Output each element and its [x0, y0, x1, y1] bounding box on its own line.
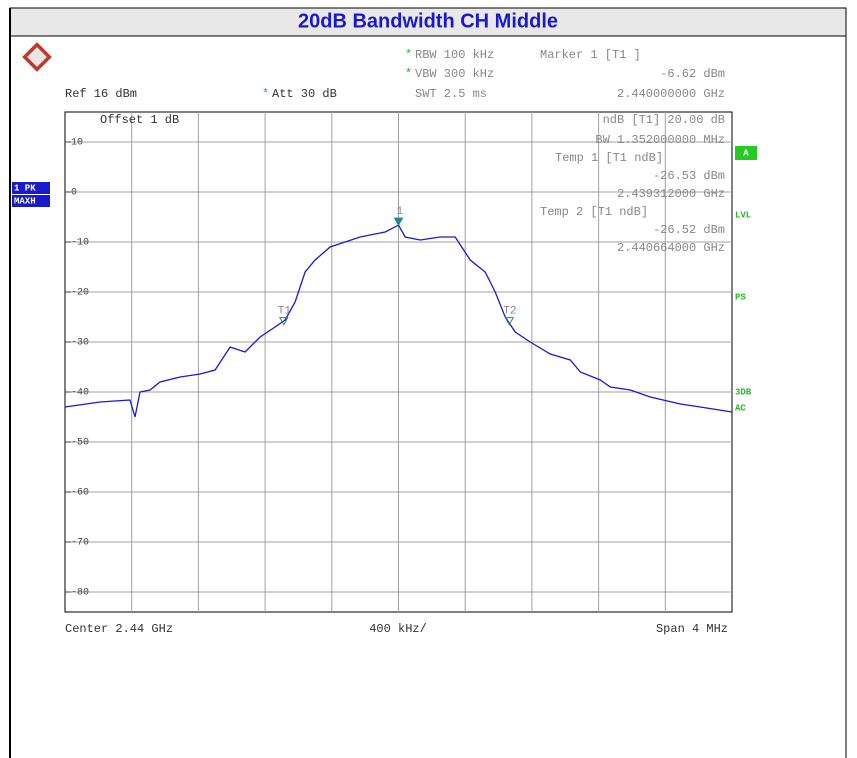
- annotation: Marker 1 [T1 ]: [540, 48, 641, 62]
- side-box: [12, 195, 50, 207]
- y-tick-label: -10: [71, 238, 89, 249]
- annotation: Ref 16 dBm: [65, 87, 137, 101]
- annotation: VBW 300 kHz: [415, 67, 494, 81]
- side-label: PS: [735, 292, 746, 302]
- chart-title: 20dB Bandwidth CH Middle: [298, 10, 558, 32]
- y-tick-label: -80: [71, 588, 89, 599]
- side-label: LVL: [735, 210, 751, 220]
- side-box: [735, 146, 757, 160]
- side-label: 1 PK: [14, 183, 36, 193]
- y-tick-label: 0: [71, 188, 77, 199]
- side-label: 3DB: [735, 387, 752, 397]
- annotation: RBW 100 kHz: [415, 48, 494, 62]
- annotation: -26.52 dBm: [653, 223, 725, 237]
- annotation: Temp 1 [T1 ndB]: [555, 151, 663, 165]
- annotation: *: [405, 48, 412, 62]
- marker-label: T2: [503, 306, 516, 318]
- y-tick-label: -30: [71, 338, 89, 349]
- y-tick-label: -70: [71, 538, 89, 549]
- marker: [504, 317, 515, 326]
- side-label: A: [743, 148, 749, 158]
- annotation: -6.62 dBm: [660, 67, 725, 81]
- y-tick-label: 10: [71, 138, 83, 149]
- annotation: SWT 2.5 ms: [415, 87, 487, 101]
- y-tick-label: -20: [71, 288, 89, 299]
- marker: [393, 217, 404, 227]
- side-label: MAXH: [14, 196, 36, 206]
- logo: [20, 40, 54, 74]
- annotation: 2.439312000 GHz: [617, 187, 725, 201]
- annotation: *: [262, 87, 269, 101]
- y-tick-label: -40: [71, 388, 89, 399]
- annotation: BW 1.352000000 MHz: [595, 133, 725, 147]
- y-tick-label: -50: [71, 438, 89, 449]
- annotation: 2.440664000 GHz: [617, 241, 725, 255]
- annotation: Att 30 dB: [272, 87, 337, 101]
- annotation: *: [405, 67, 412, 81]
- annotation: Offset 1 dB: [100, 113, 179, 127]
- annotation: Temp 2 [T1 ndB]: [540, 205, 648, 219]
- trace: [64, 224, 733, 418]
- side-label: AC: [735, 403, 746, 413]
- side-box: [12, 182, 50, 194]
- marker-label: 1: [397, 206, 404, 218]
- annotation: -26.53 dBm: [653, 169, 725, 183]
- y-tick-label: -60: [71, 488, 89, 499]
- annotation: 2.440000000 GHz: [617, 87, 725, 101]
- x-axis-label: 400 kHz/: [369, 622, 427, 636]
- marker: [278, 317, 289, 326]
- x-axis-label: Span 4 MHz: [656, 622, 728, 636]
- title-bar: [9, 7, 847, 37]
- annotation: ndB [T1] 20.00 dB: [603, 113, 725, 127]
- marker-label: T1: [278, 306, 292, 318]
- x-axis-label: Center 2.44 GHz: [65, 622, 173, 636]
